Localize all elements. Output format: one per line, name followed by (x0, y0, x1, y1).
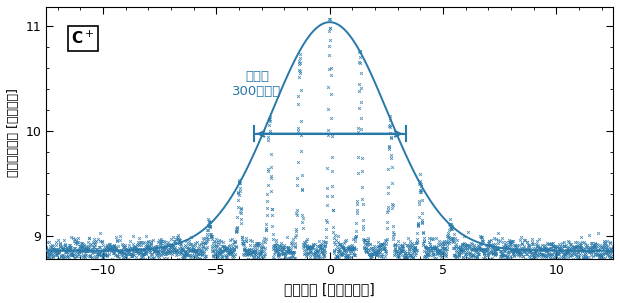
Y-axis label: イオン生成量 [任意単位]: イオン生成量 [任意単位] (7, 88, 20, 177)
Text: C$^+$: C$^+$ (71, 30, 95, 47)
Text: 相関幅
300アト秒: 相関幅 300アト秒 (232, 69, 281, 98)
X-axis label: 遅延時間 [フェムト秒]: 遅延時間 [フェムト秒] (285, 282, 375, 296)
